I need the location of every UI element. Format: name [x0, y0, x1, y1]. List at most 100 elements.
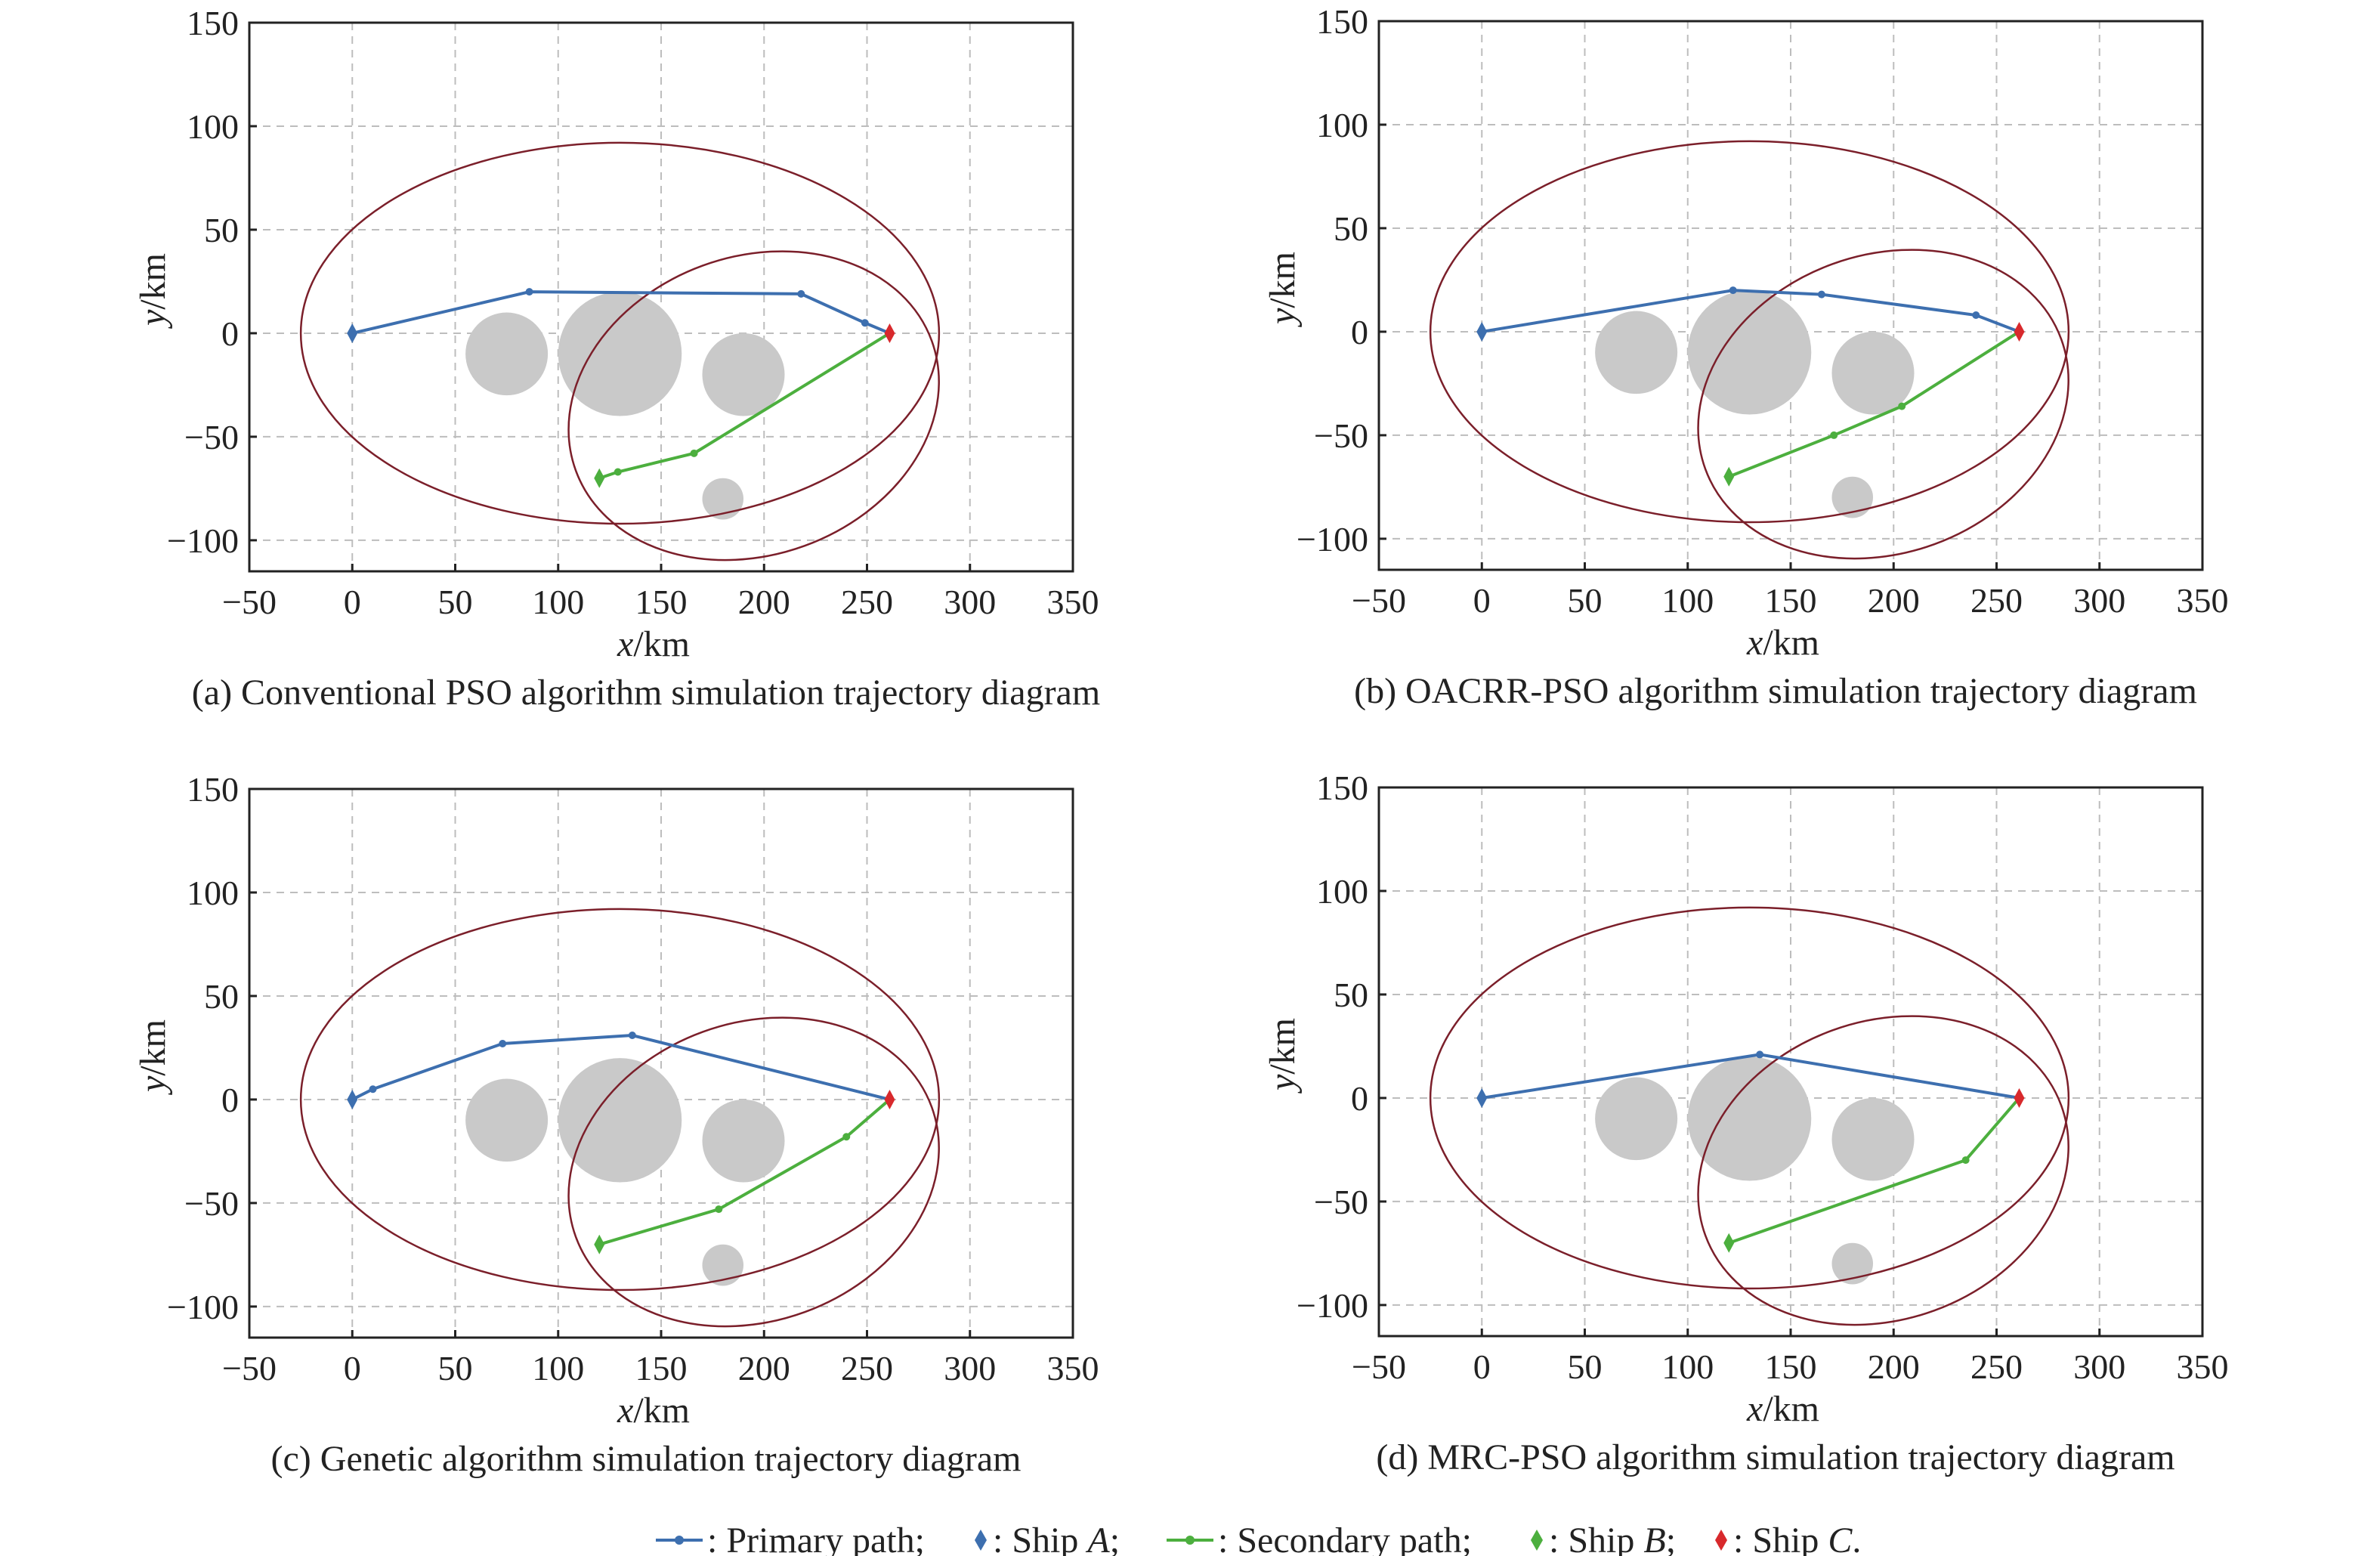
- chart-panels: −50 0 50 100 150 200 250 300 350 −100 −50 0 50 100 150…: [133, 2, 2229, 1479]
- ship-b-marker: [1723, 1233, 1735, 1253]
- x-tick-label: 50: [438, 1349, 473, 1387]
- panel-d: −50 0 50 100 150 200 250 300 350 −100 −50 0 50 100 150…: [1263, 769, 2229, 1477]
- x-tick-label: 50: [438, 583, 473, 621]
- obstacle-circle: [1687, 290, 1812, 415]
- y-tick-label: 100: [1316, 106, 1368, 144]
- ship-b-marker: [594, 1234, 605, 1254]
- y-tick-label: 0: [221, 1081, 239, 1119]
- primary-path-point: [499, 1039, 507, 1047]
- primary-path-point: [1817, 290, 1825, 299]
- x-tick-label: 100: [1661, 581, 1714, 620]
- x-tick-label: 200: [738, 583, 790, 621]
- y-tick-label: −50: [1314, 416, 1368, 455]
- primary-path-point: [628, 1032, 636, 1040]
- y-tick-label: 50: [1334, 976, 1368, 1014]
- obstacle-circle: [465, 312, 549, 396]
- primary-path-point: [861, 319, 869, 327]
- y-tick-label: −50: [1314, 1183, 1368, 1221]
- ship-a-marker: [1476, 1087, 1488, 1108]
- obstacle-circle: [1831, 1097, 1915, 1181]
- y-tick-label: −100: [167, 1288, 239, 1326]
- ship-c-marker: [884, 323, 895, 343]
- panel-c: −50 0 50 100 150 200 250 300 350 −100 −50 0 50 100 150…: [133, 770, 1099, 1479]
- x-tick-label: −50: [1352, 1347, 1406, 1386]
- legend-ship-a-marker: [975, 1530, 987, 1551]
- y-tick-label: 0: [1351, 1079, 1368, 1118]
- obstacle-circle: [558, 1058, 682, 1183]
- y-tick-label: 0: [1351, 313, 1368, 351]
- panel-caption: (b) OACRR-PSO algorithm simulation traje…: [1354, 671, 2197, 711]
- boundary-ellipse: [1697, 1015, 2069, 1326]
- x-tick-label: 50: [1568, 1347, 1603, 1386]
- x-tick-label: −50: [222, 583, 277, 621]
- boundary-ellipse: [567, 1016, 940, 1328]
- y-tick-label: 100: [1316, 872, 1368, 911]
- x-tick-label: 150: [635, 583, 688, 621]
- y-axis-label: y/km: [1263, 1018, 1303, 1094]
- secondary-path-point: [1830, 431, 1838, 439]
- x-tick-label: 250: [841, 583, 893, 621]
- panel-caption: (a) Conventional PSO algorithm simulatio…: [192, 673, 1100, 713]
- ship-b-marker: [594, 468, 605, 488]
- plot-area: [299, 908, 941, 1328]
- y-tick-label: 100: [187, 874, 239, 912]
- obstacle-circle: [1831, 476, 1873, 518]
- legend-primary-point-swatch: [675, 1536, 684, 1545]
- boundary-ellipse: [567, 250, 940, 561]
- obstacle-circle: [1831, 331, 1915, 415]
- x-tick-label: −50: [1352, 581, 1406, 620]
- y-tick-label: −50: [184, 418, 239, 456]
- obstacle-circle: [702, 478, 743, 520]
- obstacle-circle: [558, 292, 682, 416]
- legend-ship-b-marker: [1531, 1530, 1543, 1551]
- primary-path-point: [369, 1085, 377, 1094]
- x-tick-label: 350: [2177, 1347, 2229, 1386]
- primary-path-point: [797, 289, 805, 298]
- x-tick-label: 150: [635, 1349, 688, 1387]
- secondary-path-point: [614, 468, 622, 476]
- boundary-ellipse: [1697, 249, 2069, 560]
- x-tick-label: 150: [1765, 1347, 1817, 1386]
- x-tick-label: 50: [1568, 581, 1603, 620]
- primary-path-point: [1972, 311, 1980, 320]
- x-tick-label: 300: [944, 1349, 996, 1387]
- legend-ship-a-label: : Ship A;: [993, 1520, 1120, 1556]
- x-tick-label: 200: [1868, 581, 1920, 620]
- primary-path-point: [525, 288, 533, 296]
- plot-area: [299, 141, 941, 561]
- secondary-path-point: [842, 1133, 851, 1141]
- legend-ship-c-marker: [1715, 1530, 1727, 1551]
- secondary-path-line: [598, 1098, 891, 1246]
- secondary-path-line: [598, 332, 891, 480]
- y-tick-label: 150: [1316, 2, 1368, 41]
- x-tick-label: 100: [532, 583, 584, 621]
- x-tick-label: 350: [2177, 581, 2229, 620]
- secondary-path-point: [715, 1205, 723, 1214]
- y-tick-label: 0: [221, 314, 239, 353]
- figure-legend: : Primary path; : Ship A; : Secondary pa…: [656, 1520, 1861, 1556]
- x-tick-label: 200: [738, 1349, 790, 1387]
- x-tick-label: 100: [1661, 1347, 1714, 1386]
- y-tick-label: 50: [1334, 209, 1368, 248]
- obstacle-circle: [1595, 1077, 1678, 1161]
- panel-a: −50 0 50 100 150 200 250 300 350 −100 −50 0 50 100 150…: [133, 4, 1100, 713]
- obstacle-circle: [702, 1099, 785, 1183]
- x-tick-label: 200: [1868, 1347, 1920, 1386]
- boundary-ellipse: [299, 908, 941, 1292]
- panel-caption: (d) MRC-PSO algorithm simulation traject…: [1376, 1437, 2174, 1477]
- ship-c-marker: [2014, 321, 2025, 342]
- y-axis-label: y/km: [1263, 252, 1303, 328]
- x-tick-label: 350: [1047, 583, 1099, 621]
- ship-c-marker: [884, 1089, 895, 1109]
- y-tick-label: −100: [1297, 520, 1368, 558]
- ship-a-marker: [347, 323, 358, 343]
- x-tick-label: 300: [2073, 1347, 2125, 1386]
- x-axis-label: x/km: [617, 1391, 690, 1431]
- panel-b: −50 0 50 100 150 200 250 300 350 −100 −50 0 50 100 150…: [1263, 2, 2229, 711]
- legend-primary-label: : Primary path;: [707, 1520, 925, 1556]
- secondary-path-point: [1961, 1156, 1970, 1165]
- legend-secondary-label: : Secondary path;: [1218, 1520, 1472, 1556]
- boundary-ellipse: [1429, 140, 2070, 524]
- y-tick-label: 50: [204, 211, 239, 249]
- obstacle-circle: [702, 333, 785, 416]
